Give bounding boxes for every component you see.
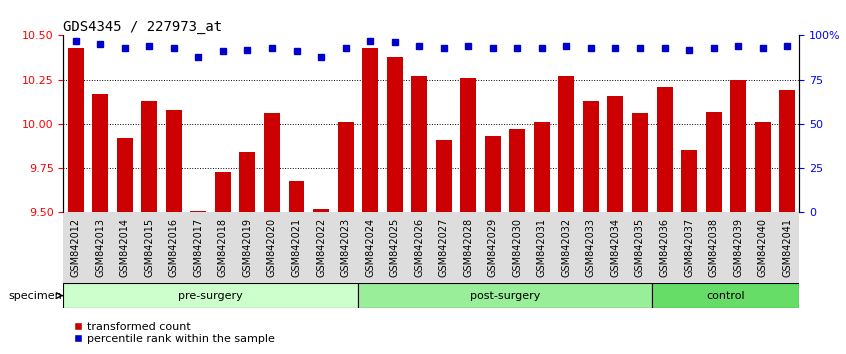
- Bar: [190, 211, 206, 354]
- Text: GSM842031: GSM842031: [537, 218, 547, 277]
- Bar: [706, 112, 722, 354]
- Bar: [239, 152, 255, 354]
- Bar: [362, 48, 378, 354]
- Bar: [117, 138, 133, 354]
- Text: GSM842030: GSM842030: [513, 218, 522, 277]
- Bar: [358, 283, 652, 308]
- Bar: [411, 76, 427, 354]
- Bar: [436, 140, 452, 354]
- Legend: transformed count, percentile rank within the sample: transformed count, percentile rank withi…: [69, 317, 279, 348]
- Bar: [338, 122, 354, 354]
- Text: GSM842032: GSM842032: [562, 218, 571, 277]
- Text: GSM842012: GSM842012: [71, 218, 80, 277]
- Text: GDS4345 / 227973_at: GDS4345 / 227973_at: [63, 21, 222, 34]
- Text: post-surgery: post-surgery: [470, 291, 541, 301]
- Text: GSM842039: GSM842039: [733, 218, 743, 277]
- Text: GSM842022: GSM842022: [316, 218, 326, 277]
- Bar: [141, 101, 157, 354]
- Text: GSM842033: GSM842033: [586, 218, 596, 277]
- Bar: [534, 122, 550, 354]
- Text: GSM842013: GSM842013: [96, 218, 105, 277]
- Bar: [92, 94, 108, 354]
- Bar: [779, 90, 795, 354]
- Text: GSM842038: GSM842038: [709, 218, 718, 277]
- Bar: [460, 78, 476, 354]
- Bar: [264, 113, 280, 354]
- Text: GSM842016: GSM842016: [169, 218, 179, 277]
- Bar: [652, 283, 799, 308]
- Bar: [313, 209, 329, 354]
- Bar: [485, 136, 501, 354]
- Text: GSM842034: GSM842034: [611, 218, 620, 277]
- Text: GSM842018: GSM842018: [218, 218, 228, 277]
- Text: GSM842024: GSM842024: [365, 218, 375, 277]
- Bar: [63, 283, 358, 308]
- Bar: [68, 48, 84, 354]
- Bar: [583, 101, 599, 354]
- Text: GSM842014: GSM842014: [120, 218, 129, 277]
- Text: GSM842023: GSM842023: [341, 218, 350, 277]
- Bar: [681, 150, 697, 354]
- Bar: [607, 96, 624, 354]
- Text: GSM842040: GSM842040: [758, 218, 767, 277]
- Bar: [288, 181, 305, 354]
- Bar: [509, 129, 525, 354]
- Text: GSM842029: GSM842029: [488, 218, 497, 277]
- Bar: [558, 76, 574, 354]
- Text: pre-surgery: pre-surgery: [179, 291, 243, 301]
- Text: GSM842027: GSM842027: [439, 218, 448, 277]
- Text: specimen: specimen: [8, 291, 63, 301]
- Text: GSM842028: GSM842028: [464, 218, 473, 277]
- Text: control: control: [706, 291, 745, 301]
- Text: GSM842025: GSM842025: [390, 218, 399, 277]
- Text: GSM842015: GSM842015: [145, 218, 154, 277]
- Text: GSM842017: GSM842017: [194, 218, 203, 277]
- Bar: [387, 57, 403, 354]
- Bar: [166, 110, 182, 354]
- Text: GSM842035: GSM842035: [635, 218, 645, 277]
- Text: GSM842026: GSM842026: [415, 218, 424, 277]
- Text: GSM842021: GSM842021: [292, 218, 301, 277]
- Text: GSM842036: GSM842036: [660, 218, 669, 277]
- Text: GSM842020: GSM842020: [267, 218, 277, 277]
- Bar: [656, 87, 673, 354]
- Bar: [215, 172, 231, 354]
- Bar: [755, 122, 771, 354]
- Bar: [632, 113, 648, 354]
- Text: GSM842037: GSM842037: [684, 218, 694, 277]
- Text: GSM842019: GSM842019: [243, 218, 252, 277]
- Bar: [730, 80, 746, 354]
- Text: GSM842041: GSM842041: [783, 218, 792, 277]
